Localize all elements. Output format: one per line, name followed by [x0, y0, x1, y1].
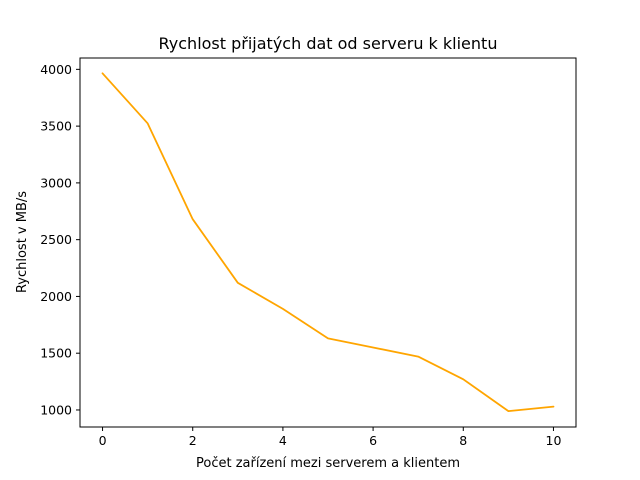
chart-title: Rychlost přijatých dat od serveru k klie…: [159, 34, 498, 53]
x-tick-label: 10: [546, 433, 562, 448]
x-tick-label: 2: [189, 433, 197, 448]
x-tick-label: 8: [459, 433, 467, 448]
y-tick-label: 2000: [40, 289, 72, 304]
x-axis-label: Počet zařízení mezi serverem a klientem: [196, 456, 460, 471]
y-axis-label: Rychlost v MB/s: [15, 191, 30, 293]
y-tick-label: 1500: [40, 346, 72, 361]
y-tick-label: 3500: [40, 119, 72, 134]
x-axis: 0 2 4 6 8 10: [99, 427, 562, 448]
x-tick-label: 4: [279, 433, 287, 448]
plot-area: [101, 72, 555, 413]
y-tick-label: 4000: [40, 62, 72, 77]
x-tick-label: 6: [369, 433, 377, 448]
series-line: [101, 72, 555, 413]
x-tick-label: 0: [99, 433, 107, 448]
y-tick-label: 1000: [40, 402, 72, 417]
y-axis: 1000 1500 2000 2500 3000 3500 4000: [40, 62, 80, 417]
y-tick-label: 2500: [40, 232, 72, 247]
plot-frame: [79, 57, 577, 428]
y-tick-label: 3000: [40, 175, 72, 190]
